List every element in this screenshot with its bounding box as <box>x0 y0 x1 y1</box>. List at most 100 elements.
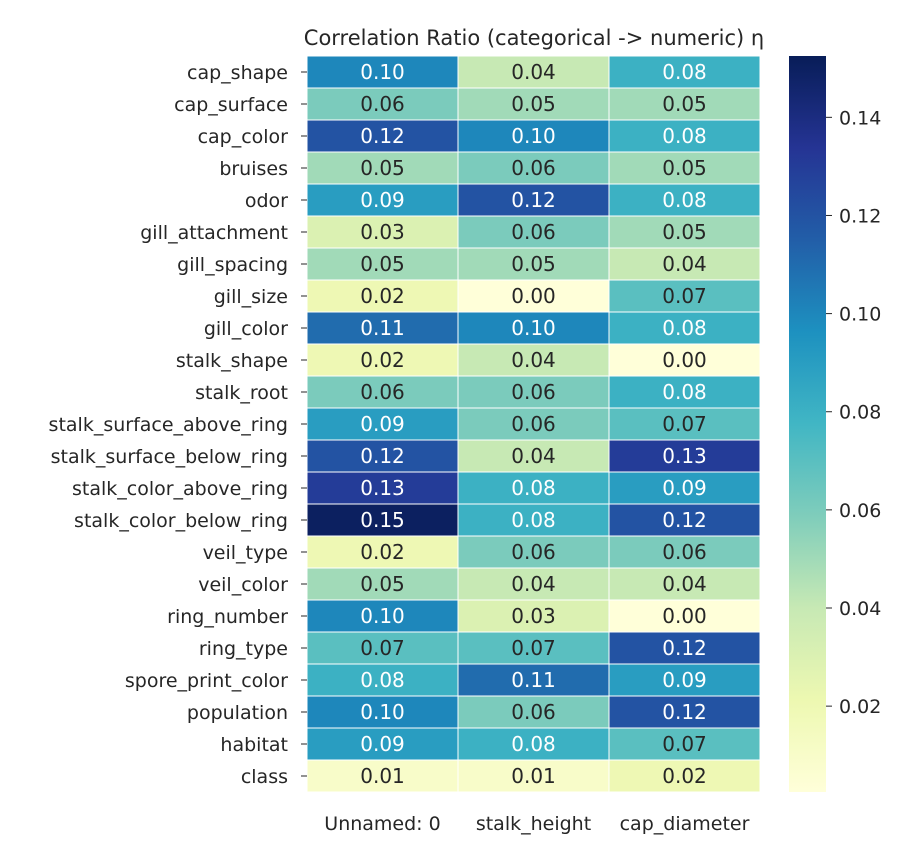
cell-value-label: 0.10 <box>360 604 405 628</box>
heatmap-cell <box>306 375 459 409</box>
cell-value-label: 0.07 <box>662 284 707 308</box>
cell-value-label: 0.00 <box>511 284 556 308</box>
chart-title: Correlation Ratio (categorical -> numeri… <box>304 26 764 50</box>
heatmap-cell <box>457 663 610 697</box>
heatmap-cell <box>608 567 761 601</box>
cell-value-label: 0.12 <box>662 636 707 660</box>
row-label: veil_type <box>203 542 288 564</box>
cell-value-label: 0.10 <box>360 700 405 724</box>
cell-value-label: 0.06 <box>511 700 556 724</box>
heatmap-cells: 0.10 0.04 0.08 0.06 0.05 0.05 0.12 0.10 0.08 0.05… <box>306 55 761 793</box>
cell-value-label: 0.06 <box>360 92 405 116</box>
colorbar-tick-label: 0.12 <box>839 205 881 227</box>
cell-value-label: 0.07 <box>360 636 405 660</box>
heatmap-cell <box>306 567 459 601</box>
heatmap-cell <box>306 695 459 729</box>
cell-value-label: 0.05 <box>662 220 707 244</box>
cell-value-label: 0.00 <box>662 604 707 628</box>
heatmap-cell <box>608 247 761 281</box>
heatmap-cell <box>457 567 610 601</box>
cell-value-label: 0.01 <box>511 764 556 788</box>
row-label: ring_number <box>167 606 288 628</box>
heatmap-cell <box>608 343 761 377</box>
cell-value-label: 0.06 <box>511 540 556 564</box>
cell-value-label: 0.08 <box>511 476 556 500</box>
heatmap-cell <box>608 87 761 121</box>
row-label: cap_shape <box>187 62 288 84</box>
heatmap-cell <box>457 183 610 217</box>
colorbar-tick-label: 0.10 <box>839 304 881 326</box>
cell-value-label: 0.04 <box>662 572 707 596</box>
cell-value-label: 0.08 <box>511 508 556 532</box>
heatmap-cell <box>457 279 610 313</box>
heatmap-cell <box>306 151 459 185</box>
cell-value-label: 0.08 <box>662 124 707 148</box>
cell-value-label: 0.11 <box>360 316 405 340</box>
cell-value-label: 0.02 <box>360 540 405 564</box>
row-label: stalk_shape <box>176 350 288 372</box>
heatmap-cell <box>306 631 459 665</box>
heatmap-cell <box>608 407 761 441</box>
cell-value-label: 0.12 <box>360 444 405 468</box>
cell-value-label: 0.08 <box>662 188 707 212</box>
heatmap-cell <box>306 471 459 505</box>
cell-value-label: 0.05 <box>511 252 556 276</box>
heatmap-cell <box>608 503 761 537</box>
cell-value-label: 0.03 <box>360 220 405 244</box>
row-label: population <box>187 702 288 724</box>
row-label: stalk_root <box>195 382 288 404</box>
heatmap-cell <box>306 55 459 89</box>
cell-value-label: 0.09 <box>662 476 707 500</box>
row-label: stalk_color_above_ring <box>72 478 288 500</box>
cell-value-label: 0.13 <box>360 476 405 500</box>
colorbar-tick-label: 0.14 <box>839 107 881 129</box>
cell-value-label: 0.10 <box>511 316 556 340</box>
heatmap-cell <box>457 535 610 569</box>
cell-value-label: 0.12 <box>662 700 707 724</box>
cell-value-label: 0.06 <box>511 380 556 404</box>
row-label: cap_surface <box>174 94 288 116</box>
colorbar-gradient <box>789 56 826 792</box>
heatmap-cell <box>457 55 610 89</box>
cell-value-label: 0.11 <box>511 668 556 692</box>
cell-value-label: 0.05 <box>662 156 707 180</box>
row-label: cap_color <box>198 126 289 148</box>
cell-value-label: 0.05 <box>662 92 707 116</box>
colorbar-tick-label: 0.06 <box>839 500 881 522</box>
cell-value-label: 0.09 <box>662 668 707 692</box>
cell-value-label: 0.05 <box>360 572 405 596</box>
row-label: habitat <box>220 734 288 756</box>
heatmap-cell <box>457 599 610 633</box>
heatmap-cell <box>608 375 761 409</box>
cell-value-label: 0.12 <box>360 124 405 148</box>
row-label: gill_spacing <box>177 254 288 276</box>
heatmap-cell <box>608 215 761 249</box>
cell-value-label: 0.08 <box>662 380 707 404</box>
heatmap-cell <box>457 119 610 153</box>
row-label: spore_print_color <box>125 670 288 692</box>
cell-value-label: 0.01 <box>360 764 405 788</box>
cell-value-label: 0.05 <box>511 92 556 116</box>
row-label: stalk_surface_above_ring <box>49 414 288 436</box>
row-label: odor <box>245 190 288 212</box>
heatmap-cell <box>457 759 610 793</box>
heatmap-cell <box>608 535 761 569</box>
cell-value-label: 0.15 <box>360 508 405 532</box>
heatmap-cell <box>608 727 761 761</box>
cell-value-label: 0.06 <box>662 540 707 564</box>
column-label: Unnamed: 0 <box>324 813 440 835</box>
cell-value-label: 0.09 <box>360 412 405 436</box>
row-label: veil_color <box>198 574 288 596</box>
cell-value-label: 0.04 <box>511 348 556 372</box>
colorbar-tick-label: 0.08 <box>839 402 881 424</box>
cell-value-label: 0.02 <box>360 284 405 308</box>
heatmap-cell <box>608 471 761 505</box>
cell-value-label: 0.12 <box>511 188 556 212</box>
heatmap-cell <box>306 247 459 281</box>
heatmap-cell <box>306 311 459 345</box>
heatmap-cell <box>608 279 761 313</box>
cell-value-label: 0.06 <box>511 156 556 180</box>
cell-value-label: 0.02 <box>662 764 707 788</box>
cell-value-label: 0.07 <box>662 732 707 756</box>
